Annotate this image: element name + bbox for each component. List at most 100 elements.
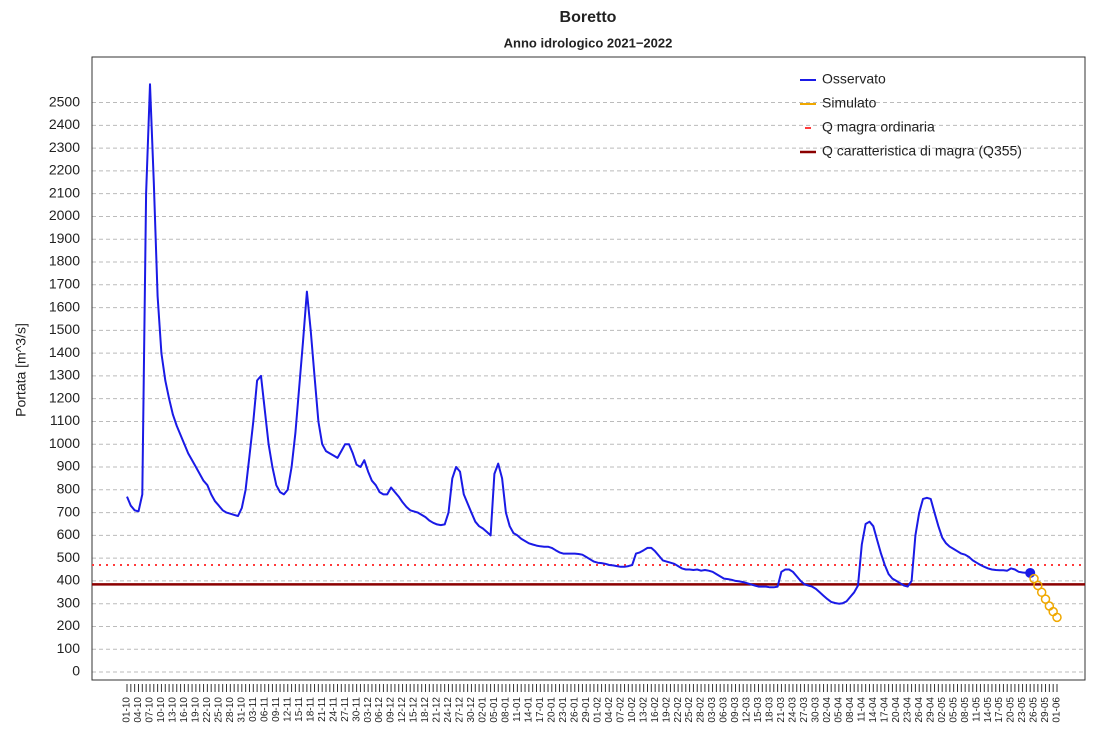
y-tick-label: 700 — [57, 503, 81, 519]
x-tick-label: 04-10 — [133, 697, 144, 723]
chart-title: Boretto — [560, 9, 617, 26]
x-tick-label: 20-04 — [891, 697, 902, 723]
x-tick-label: 11-01 — [512, 697, 523, 722]
point — [1036, 587, 1047, 598]
x-tick-label: 18-12 — [420, 697, 431, 723]
x-tick-label: 30-12 — [466, 697, 477, 723]
y-tick-label: 400 — [57, 572, 81, 588]
y-tick-label: 1000 — [49, 435, 80, 451]
x-tick-label: 03-03 — [707, 697, 718, 723]
x-tick-label: 07-02 — [615, 697, 626, 723]
x-tick-label: 29-05 — [1040, 697, 1051, 723]
legend-label: Q magra ordinaria — [822, 119, 935, 135]
y-tick-label: 1400 — [49, 344, 80, 360]
x-tick-label: 24-03 — [788, 697, 799, 723]
point — [1052, 612, 1062, 623]
x-tick-label: 29-01 — [581, 697, 592, 723]
x-tick-label: 21-11 — [317, 697, 328, 722]
y-tick-label: 100 — [57, 640, 81, 656]
y-tick-label: 600 — [57, 526, 81, 542]
x-tick-label: 19-02 — [661, 697, 672, 723]
x-tick-label: 27-03 — [799, 697, 810, 723]
series-line — [126, 83, 1031, 605]
x-tick-label: 23-04 — [902, 697, 913, 723]
x-tick-label: 08-01 — [501, 697, 512, 723]
x-tick-label: 17-01 — [535, 697, 546, 723]
y-tick-label: 1700 — [49, 275, 80, 291]
x-tick-label: 29-04 — [925, 697, 936, 723]
x-tick-label: 19-10 — [191, 697, 202, 723]
y-tick-label: 2500 — [49, 93, 80, 109]
x-tick-label: 06-03 — [719, 697, 730, 723]
x-tick-label: 14-01 — [523, 697, 534, 723]
x-tick-label: 13-10 — [168, 697, 179, 723]
y-tick-label: 2000 — [49, 207, 80, 223]
y-tick-label: 300 — [57, 594, 81, 610]
x-tick-label: 20-05 — [1006, 697, 1017, 723]
chart-subtitle: Anno idrologico 2021−2022 — [504, 35, 673, 50]
point — [1044, 601, 1055, 611]
x-tick-label: 21-03 — [776, 697, 787, 723]
x-tick-label: 27-12 — [455, 697, 466, 723]
point — [1033, 580, 1043, 591]
x-tick-label: 15-11 — [294, 697, 305, 722]
x-tick-label: 01-02 — [592, 697, 603, 723]
x-tick-label: 12-11 — [282, 697, 293, 722]
x-tick-label: 30-11 — [351, 697, 362, 722]
x-tick-label: 14-05 — [983, 697, 994, 723]
x-tick-label: 26-05 — [1029, 697, 1040, 723]
x-tick-label: 09-11 — [271, 697, 282, 722]
point — [1048, 606, 1058, 617]
y-tick-label: 2100 — [49, 184, 80, 200]
y-tick-label: 1800 — [49, 253, 80, 269]
x-tick-label: 08-05 — [960, 697, 971, 723]
x-tick-label: 17-05 — [994, 697, 1005, 723]
x-tick-label: 12-03 — [742, 697, 753, 723]
x-tick-label: 31-10 — [236, 697, 247, 723]
x-tick-label: 30-03 — [811, 697, 822, 723]
x-tick-label: 16-10 — [179, 697, 190, 723]
y-tick-label: 2400 — [49, 116, 80, 132]
x-tick-label: 26-04 — [914, 697, 925, 723]
x-tick-label: 28-02 — [696, 697, 707, 723]
x-tick-label: 06-12 — [374, 697, 385, 723]
x-tick-label: 08-04 — [845, 697, 856, 723]
x-tick-label: 01-10 — [122, 697, 133, 723]
point — [1040, 594, 1051, 604]
y-tick-label: 800 — [57, 481, 81, 497]
y-tick-label: 200 — [57, 617, 81, 633]
x-tick-label: 25-10 — [213, 697, 224, 723]
x-tick-label: 23-05 — [1017, 697, 1028, 723]
x-tick-label: 24-12 — [443, 697, 454, 723]
x-tick-label: 20-01 — [546, 697, 557, 723]
y-axis-label: Portata [m^3/s] — [13, 323, 29, 417]
y-tick-label: 2200 — [49, 162, 80, 178]
x-tick-label: 07-10 — [145, 697, 156, 723]
x-tick-label: 21-12 — [432, 697, 443, 723]
x-tick-label: 05-05 — [948, 697, 959, 723]
legend-label: Osservato — [822, 71, 886, 87]
y-tick-label: 900 — [57, 458, 81, 474]
x-tick-label: 18-03 — [765, 697, 776, 723]
y-tick-label: 1100 — [50, 412, 80, 428]
x-tick-label: 17-04 — [879, 697, 890, 723]
y-tick-label: 1600 — [49, 298, 80, 314]
plot-frame — [91, 56, 1086, 681]
x-tick-label: 27-11 — [340, 697, 351, 722]
y-tick-label: 0 — [72, 663, 80, 679]
x-tick-label: 23-01 — [558, 697, 569, 723]
y-tick-label: 1300 — [49, 367, 80, 383]
x-tick-label: 01-06 — [1052, 697, 1063, 723]
x-tick-label: 09-03 — [730, 697, 741, 723]
y-tick-label: 1500 — [49, 321, 80, 337]
x-tick-label: 11-04 — [856, 697, 867, 722]
x-tick-label: 09-12 — [386, 697, 397, 723]
x-tick-label: 05-01 — [489, 697, 500, 723]
x-tick-label: 04-02 — [604, 697, 615, 723]
x-tick-label: 15-12 — [409, 697, 420, 723]
y-tick-label: 500 — [57, 549, 81, 565]
legend-label: Simulato — [822, 95, 877, 111]
point — [1029, 573, 1039, 584]
x-tick-label: 16-02 — [650, 697, 661, 723]
